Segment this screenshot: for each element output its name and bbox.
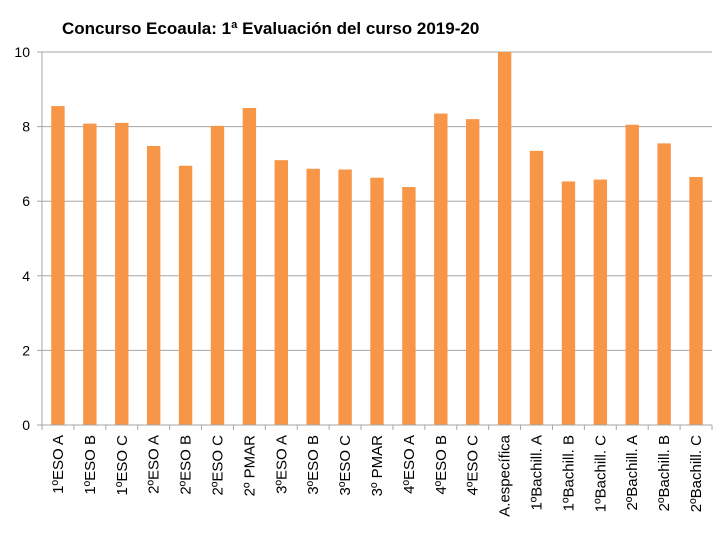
bars	[51, 52, 703, 426]
x-tick-label: 1ºESO B	[82, 435, 99, 495]
bar	[370, 177, 384, 425]
bar	[242, 107, 257, 425]
x-tick-label: 2ºESO A	[146, 435, 163, 494]
chart-title: Concurso Ecoaula: 1ª Evaluación del curs…	[62, 19, 479, 38]
y-tick-label: 0	[22, 417, 30, 433]
x-tick-label: 4ºESO B	[433, 435, 450, 495]
x-tick-labels: 1ºESO A 1ºESO B 1ºESO C 2ºESO A 2ºESO B 2ºESO…	[50, 434, 705, 516]
x-tick-label: 3ºESO B	[305, 435, 322, 495]
x-tick-label: 3º PMAR	[369, 435, 386, 496]
y-tick-labels: 0 2 4 6 8 10	[14, 44, 30, 433]
x-tick-label: 2ºESO C	[209, 435, 226, 496]
bar	[210, 125, 225, 425]
x-tick-label: 4ºESO A	[401, 435, 418, 494]
y-tick-label: 8	[22, 119, 30, 135]
x-tick-label: 2ºESO B	[178, 435, 195, 495]
bar	[306, 168, 320, 425]
x-tick-label: 2ºBachill. A	[624, 435, 641, 511]
x-tick-label: 3ºESO A	[273, 435, 290, 494]
bar	[561, 181, 576, 425]
bar	[466, 119, 480, 425]
bar	[115, 122, 129, 426]
bar	[178, 165, 193, 425]
x-tick-label: 4ºESO C	[465, 435, 482, 496]
x-tick-label: 1ºESO C	[114, 435, 131, 496]
x-tick-label: A.específica	[497, 434, 514, 516]
bar	[497, 52, 512, 425]
bar	[625, 124, 639, 426]
bar	[689, 176, 703, 425]
bar	[593, 179, 608, 425]
y-tick-label: 2	[22, 342, 30, 358]
bar	[529, 150, 544, 425]
x-tick-label: 1ºBachill. A	[529, 435, 546, 511]
bar	[657, 143, 671, 425]
x-tick-label: 1ºBachill. B	[560, 435, 577, 511]
x-tick-label: 2º PMAR	[241, 435, 258, 496]
bar	[434, 113, 448, 426]
x-tick-label: 1ºBachill. C	[592, 435, 609, 512]
bar	[402, 187, 416, 425]
y-tick-label: 10	[14, 44, 30, 60]
bar	[338, 169, 352, 425]
bar	[51, 106, 65, 426]
x-tick-label: 3ºESO C	[337, 435, 354, 496]
x-tick-label: 1ºESO A	[50, 435, 67, 494]
axes	[37, 51, 713, 430]
bar	[146, 145, 161, 425]
x-tick-label: 2ºBachill. B	[656, 435, 673, 511]
y-tick-label: 6	[22, 193, 30, 209]
y-tick-label: 4	[22, 268, 30, 284]
x-tick-label: 2ºBachill. C	[688, 435, 705, 512]
bar	[83, 123, 97, 425]
bar	[274, 160, 288, 426]
